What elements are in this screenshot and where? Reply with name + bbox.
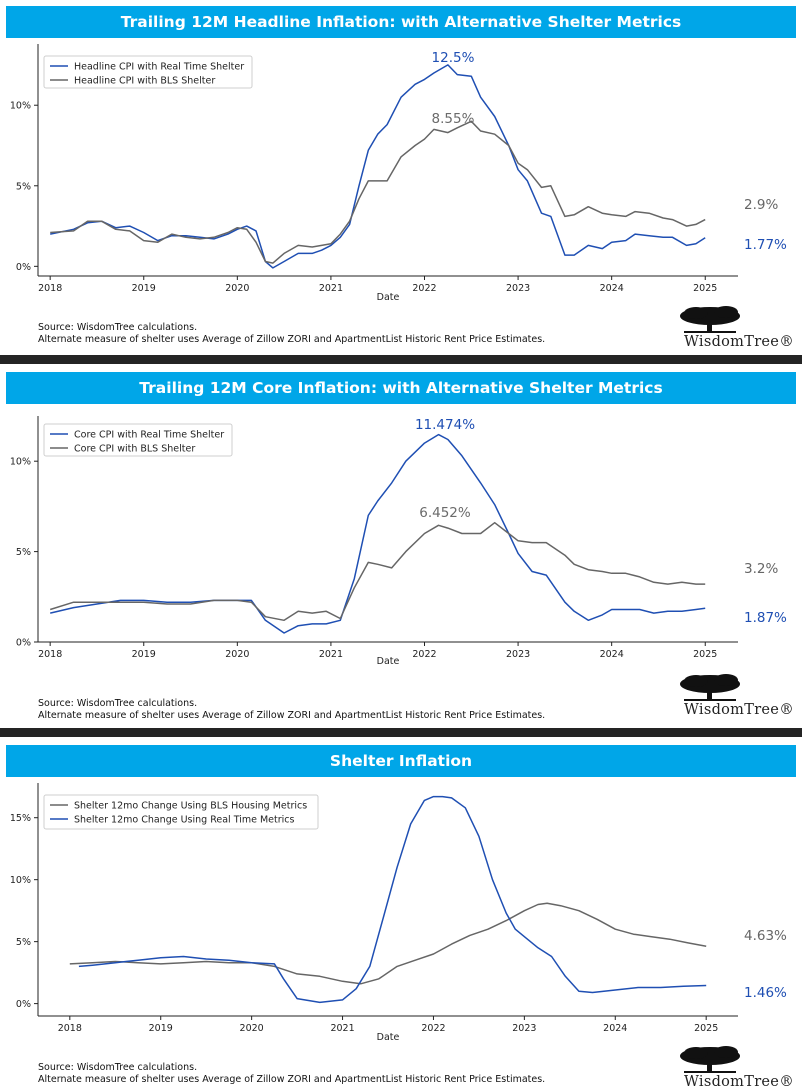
x-tick-label: 2022 (412, 283, 436, 294)
shelter-note-line: Alternate measure of shelter uses Averag… (38, 1074, 546, 1085)
x-tick-label: 2025 (694, 1023, 718, 1034)
legend-label: Core CPI with BLS Shelter (74, 444, 195, 455)
x-tick-label: 2023 (506, 649, 530, 660)
x-tick-label: 2018 (38, 649, 62, 660)
y-tick-label: 5% (16, 547, 31, 558)
logo-wordmark: WisdomTree® (683, 334, 794, 350)
series-line-2 (50, 120, 706, 264)
logo-wordmark: WisdomTree® (683, 702, 794, 718)
legend-label: Headline CPI with BLS Shelter (74, 76, 215, 87)
x-tick-label: 2025 (693, 649, 717, 660)
peak-value-label: 11.474% (415, 417, 475, 433)
x-tick-label: 2020 (240, 1023, 264, 1034)
panel-shelter-inflation: Shelter Inflation 0% 5% 10% 15% 2018 2019 2020… (0, 737, 802, 1092)
legend-box (43, 55, 253, 89)
y-tick-label: 10% (10, 101, 31, 112)
x-axis-title: Date (377, 292, 400, 303)
x-tick-label: 2020 (225, 283, 249, 294)
chart-title: Shelter Inflation (6, 745, 796, 777)
x-tick-label: 2024 (600, 283, 624, 294)
chart-title: Trailing 12M Core Inflation: with Altern… (6, 372, 796, 404)
x-tick-label: 2025 (693, 283, 717, 294)
source-line: Source: WisdomTree calculations. (38, 322, 198, 333)
source-line: Source: WisdomTree calculations. (38, 698, 198, 709)
tree-icon (680, 1046, 740, 1073)
legend: Headline CPI with Real Time Shelter Headl… (43, 55, 253, 89)
x-axis-title: Date (377, 656, 400, 667)
legend-label: Headline CPI with Real Time Shelter (74, 62, 244, 73)
x-tick-label: 2021 (330, 1023, 354, 1034)
x-tick-label: 2018 (38, 283, 62, 294)
end-value-label: 1.46% (744, 985, 787, 1001)
section-divider (0, 728, 802, 737)
legend: Shelter 12mo Change Using BLS Housing Me… (43, 794, 319, 830)
y-tick-label: 5% (16, 181, 31, 192)
tree-icon (680, 674, 740, 701)
shelter-note-line: Alternate measure of shelter uses Averag… (38, 710, 546, 721)
series-line-2 (49, 521, 706, 622)
legend-label: Core CPI with Real Time Shelter (74, 430, 224, 441)
panel-core-inflation: Trailing 12M Core Inflation: with Altern… (0, 366, 802, 728)
source-note: Source: WisdomTree calculations. Alterna… (38, 698, 545, 722)
panel-headline-inflation: Trailing 12M Headline Inflation: with Al… (0, 0, 802, 354)
shelter-inflation-chart: 0% 5% 10% 15% 2018 2019 2020 2021 2022 2023 2024 20… (10, 783, 787, 1043)
end-value-label: 2.9% (744, 197, 778, 213)
y-tick-label: 0% (16, 999, 31, 1010)
x-tick-label: 2022 (412, 649, 436, 660)
x-tick-label: 2019 (132, 283, 156, 294)
x-tick-label: 2023 (506, 283, 530, 294)
logo-wordmark: WisdomTree® (683, 1074, 794, 1090)
source-note: Source: WisdomTree calculations. Alterna… (38, 322, 545, 346)
source-line: Source: WisdomTree calculations. (38, 1062, 198, 1073)
end-value-label: 1.87% (744, 610, 787, 626)
peak-value-label: 12.5% (432, 50, 475, 66)
x-tick-label: 2019 (149, 1023, 173, 1034)
y-tick-label: 10% (10, 875, 31, 886)
x-axis-title: Date (377, 1032, 400, 1043)
legend-label: Shelter 12mo Change Using Real Time Metr… (74, 815, 295, 826)
y-tick-label: 0% (16, 262, 31, 273)
legend-box (43, 794, 319, 830)
x-tick-label: 2021 (319, 649, 343, 660)
legend-box (43, 423, 233, 457)
wisdomtree-logo: WisdomTree® (676, 670, 794, 718)
legend-label: Shelter 12mo Change Using BLS Housing Me… (74, 801, 307, 812)
section-divider (0, 355, 802, 364)
series-line-1 (69, 902, 707, 985)
series-line-2 (78, 795, 707, 1004)
x-tick-label: 2019 (132, 649, 156, 660)
tree-icon (680, 306, 740, 333)
x-tick-label: 2020 (225, 649, 249, 660)
peak-value-label: 6.452% (419, 505, 471, 521)
source-note: Source: WisdomTree calculations. Alterna… (38, 1062, 545, 1086)
chart-title: Trailing 12M Headline Inflation: with Al… (6, 6, 796, 38)
wisdomtree-logo: WisdomTree® (676, 1042, 794, 1090)
x-tick-label: 2021 (319, 283, 343, 294)
core-inflation-chart: 0% 5% 10% 2018 2019 2020 2021 2022 2023 2024 2025 D… (10, 416, 787, 667)
y-tick-label: 15% (10, 813, 31, 824)
x-tick-label: 2022 (421, 1023, 445, 1034)
y-tick-label: 10% (10, 457, 31, 468)
x-tick-label: 2023 (512, 1023, 536, 1034)
end-value-label: 1.77% (744, 237, 787, 253)
shelter-note-line: Alternate measure of shelter uses Averag… (38, 334, 546, 345)
end-value-label: 4.63% (744, 928, 787, 944)
x-tick-label: 2024 (603, 1023, 627, 1034)
headline-inflation-chart: 0% 5% 10% 2018 2019 2020 2021 2022 2023 2024 2025 D… (10, 44, 787, 303)
y-tick-label: 0% (16, 638, 31, 649)
x-tick-label: 2018 (58, 1023, 82, 1034)
x-tick-label: 2024 (600, 649, 624, 660)
wisdomtree-logo: WisdomTree® (676, 302, 794, 350)
series-line-1 (50, 64, 706, 269)
y-tick-label: 5% (16, 937, 31, 948)
legend: Core CPI with Real Time Shelter Core CPI … (43, 423, 233, 457)
peak-value-label: 8.55% (432, 111, 475, 127)
end-value-label: 3.2% (744, 561, 778, 577)
